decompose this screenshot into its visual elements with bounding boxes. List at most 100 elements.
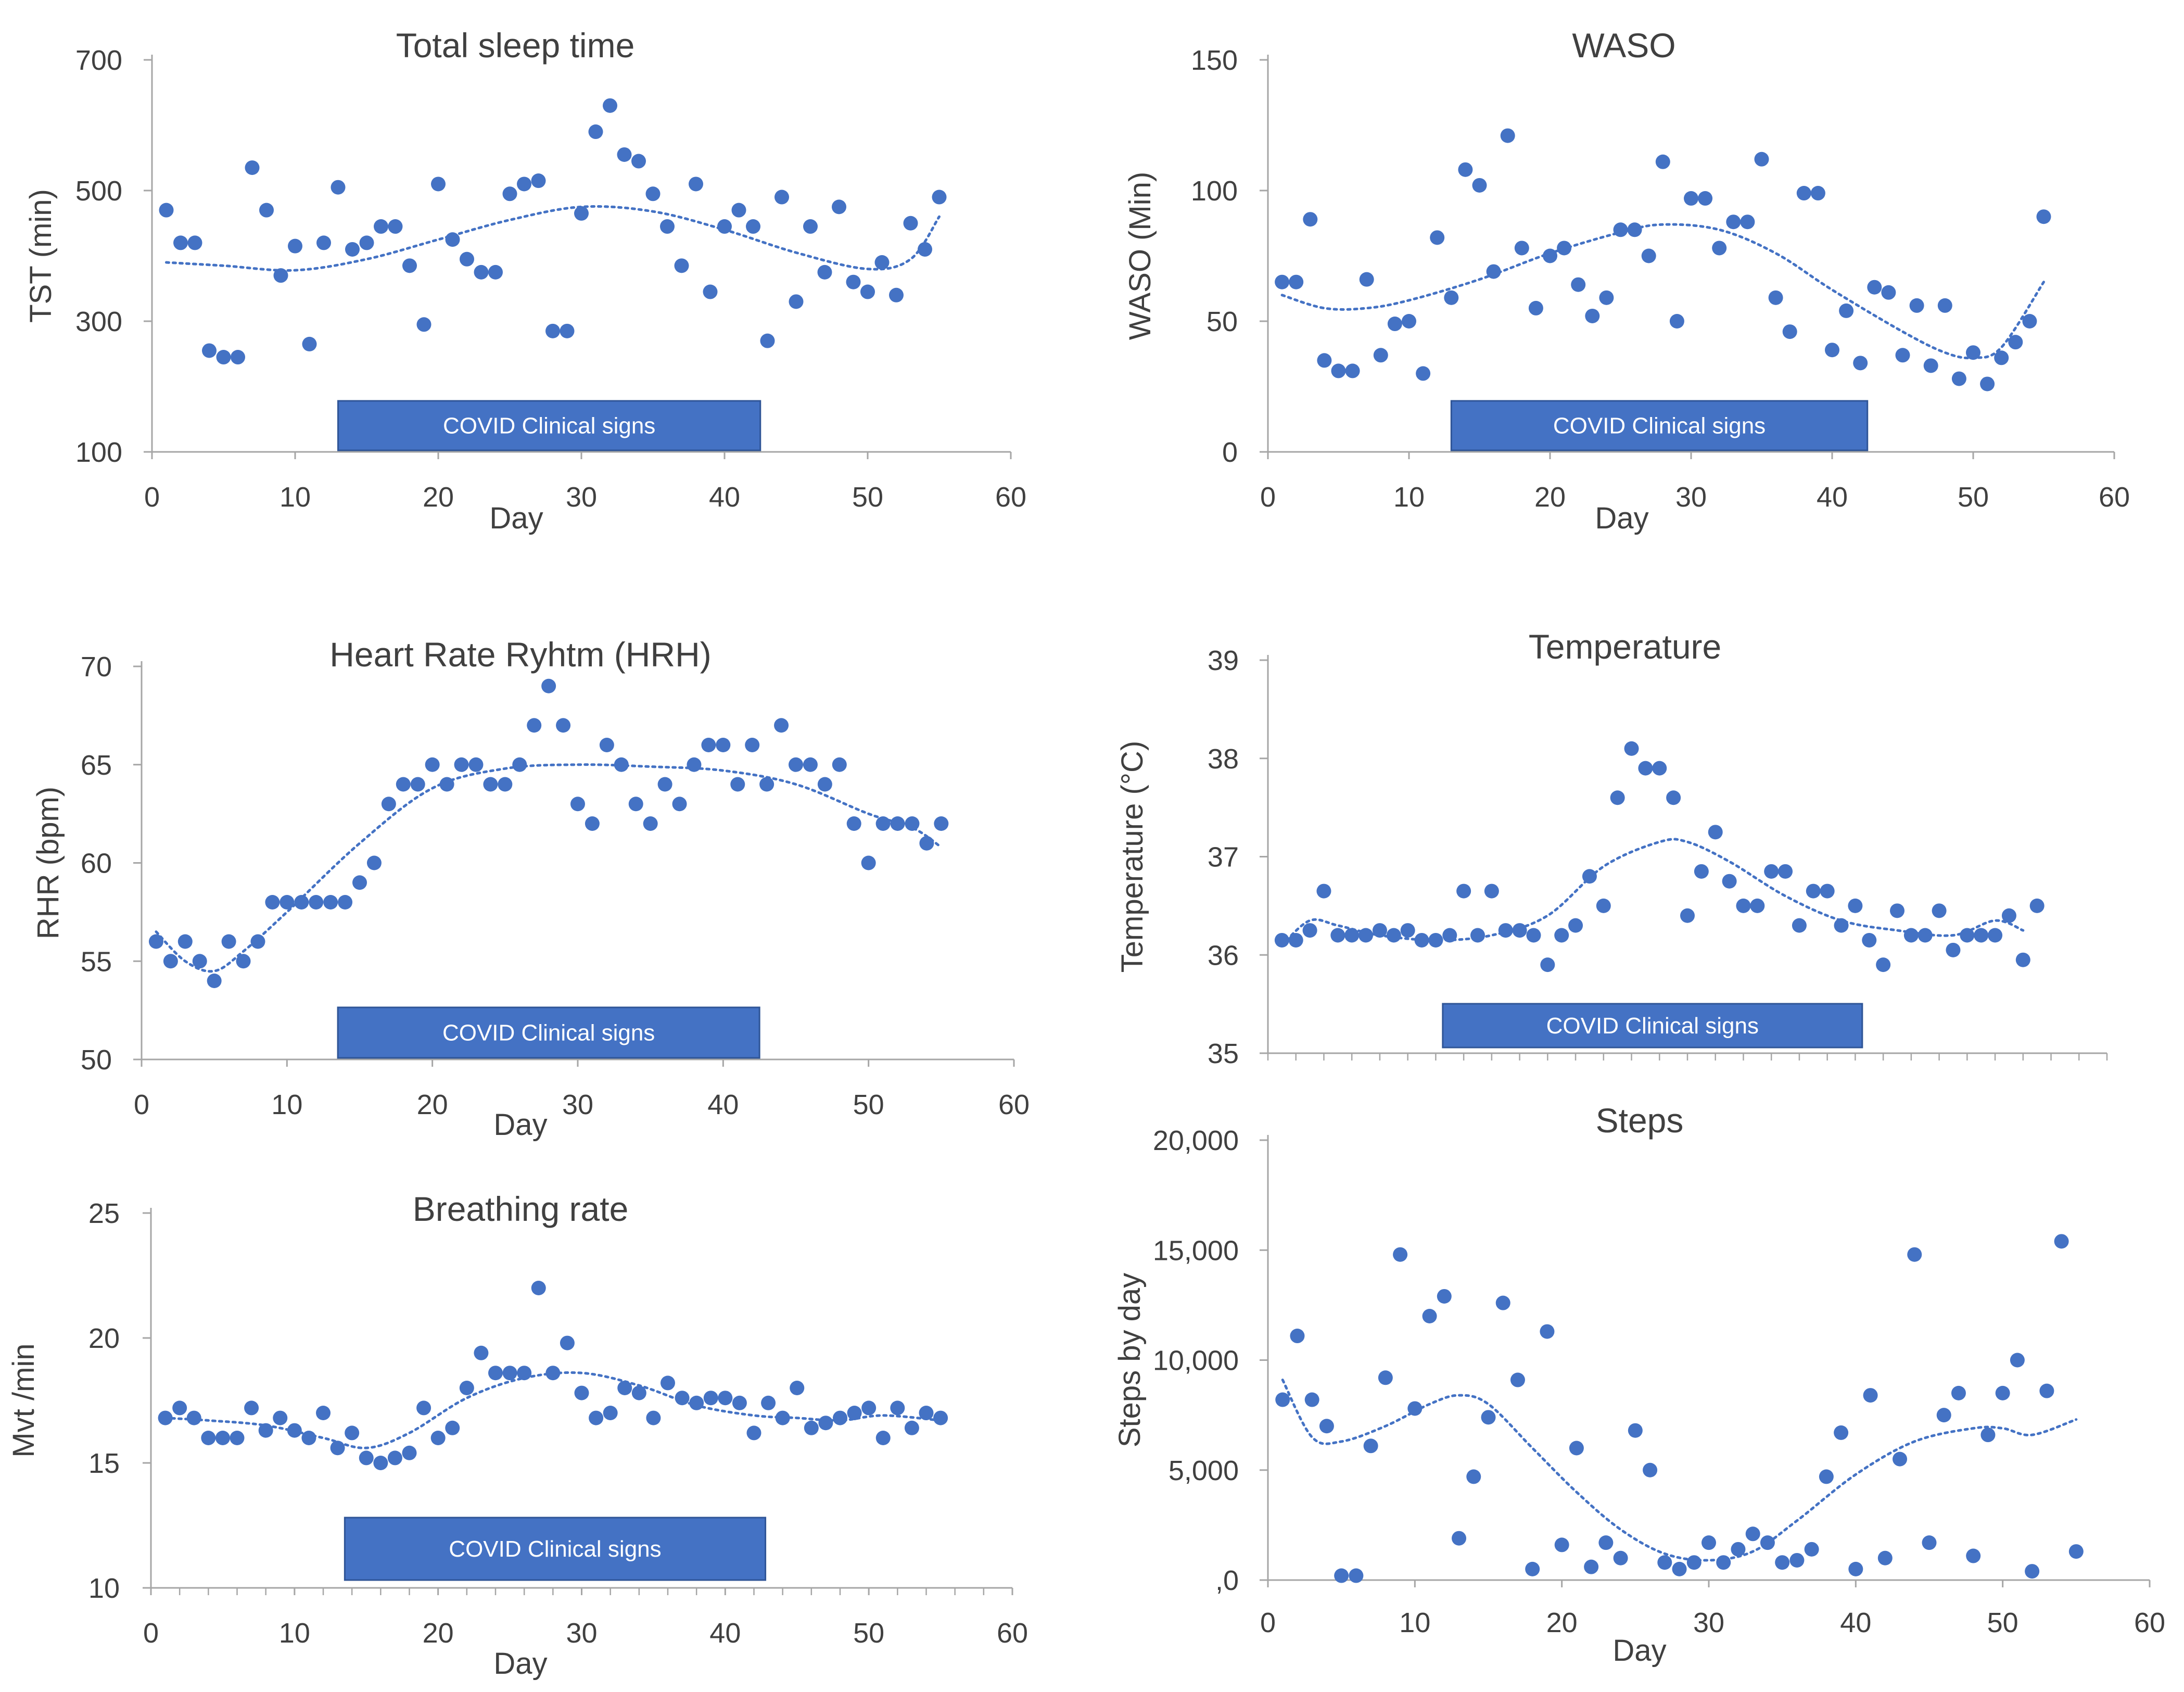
data-point [402,1445,417,1460]
data-point [2054,1234,2069,1249]
data-point [359,235,374,250]
data-point [1974,928,1989,943]
data-point [517,1366,532,1381]
data-point [302,336,317,351]
data-point [1498,923,1513,938]
data-point [2022,314,2037,329]
data-point [396,777,411,792]
data-point [1598,1535,1614,1550]
data-point [905,816,920,831]
data-point [628,797,643,812]
x-tick-label: 0 [134,1089,149,1120]
data-point [1500,128,1515,143]
data-point [689,1395,704,1410]
data-point [759,777,774,792]
data-point [1980,1428,1996,1443]
data-point [231,350,245,365]
data-point [832,757,847,772]
data-point [545,323,560,338]
data-point [1903,928,1919,943]
data-point [646,1410,661,1425]
data-point [1422,1309,1437,1323]
y-tick-label: 25 [88,1198,120,1229]
data-point [1994,350,2009,365]
data-point [316,1406,331,1420]
chart-title: WASO [1572,26,1675,65]
data-point [345,1425,360,1441]
data-point [1599,290,1614,305]
data-point [1810,186,1825,201]
data-point [746,1425,761,1441]
data-point [216,350,231,365]
x-axis-label: Day [493,1108,547,1142]
data-point [309,895,324,910]
data-point [1344,928,1360,943]
data-point [1680,908,1695,923]
data-point [474,1345,489,1360]
x-tick-label: 20 [417,1089,448,1120]
covid-clinical-signs-band [337,400,761,451]
data-point [1304,1392,1319,1407]
data-point [674,258,689,273]
data-point [933,1410,948,1425]
data-point [1540,957,1555,973]
data-point [1316,883,1331,899]
data-point [1610,790,1625,805]
data-point [1848,898,1863,913]
data-point [1387,317,1402,332]
data-point [1290,1329,1305,1344]
data-point [1937,298,1952,313]
data-point [201,1431,216,1445]
x-tick-label: 60 [998,1089,1030,1120]
data-point [588,124,603,140]
data-point [1745,1526,1760,1542]
data-point [1657,1555,1672,1570]
data-point [1936,1408,1951,1423]
data-point [846,816,861,831]
data-point [215,1431,230,1445]
data-point [818,1416,833,1431]
data-point [1760,1535,1775,1550]
data-point [570,797,585,812]
data-point [803,757,818,772]
x-tick-label: 40 [707,1089,739,1120]
data-point [1722,874,1737,889]
data-point [1834,918,1849,933]
data-point [468,757,484,772]
data-point [731,203,746,218]
y-tick-label: 50 [81,1044,112,1076]
data-point [760,333,775,348]
data-point [1712,241,1727,256]
y-tick-label: 700 [75,45,122,76]
data-point [2001,908,2016,923]
data-point [903,216,918,231]
data-point [1951,1385,1966,1400]
data-point [672,797,687,812]
data-point [1275,274,1290,289]
data-point [716,738,731,752]
y-tick-label: 35 [1208,1038,1239,1069]
data-point [1372,923,1387,938]
data-point [1666,790,1681,805]
chart-title: Heart Rate Ryhtm (HRH) [329,635,711,674]
data-point [1481,1410,1496,1425]
data-point [932,190,947,205]
y-tick-label: 65 [81,750,112,781]
data-point [387,1450,402,1466]
data-point [1458,162,1473,177]
data-point [1330,928,1345,943]
data-point [804,1420,819,1435]
data-point [599,738,614,752]
data-point [631,154,646,169]
x-tick-label: 50 [853,1089,884,1120]
data-point [1358,928,1374,943]
data-point [2025,1564,2040,1579]
data-point [2029,898,2045,913]
data-point [1345,363,1360,378]
x-tick-label: 0 [1260,1607,1276,1638]
data-point [402,258,417,273]
data-point [1525,1561,1540,1576]
data-point [373,1456,388,1470]
data-point [657,777,672,792]
